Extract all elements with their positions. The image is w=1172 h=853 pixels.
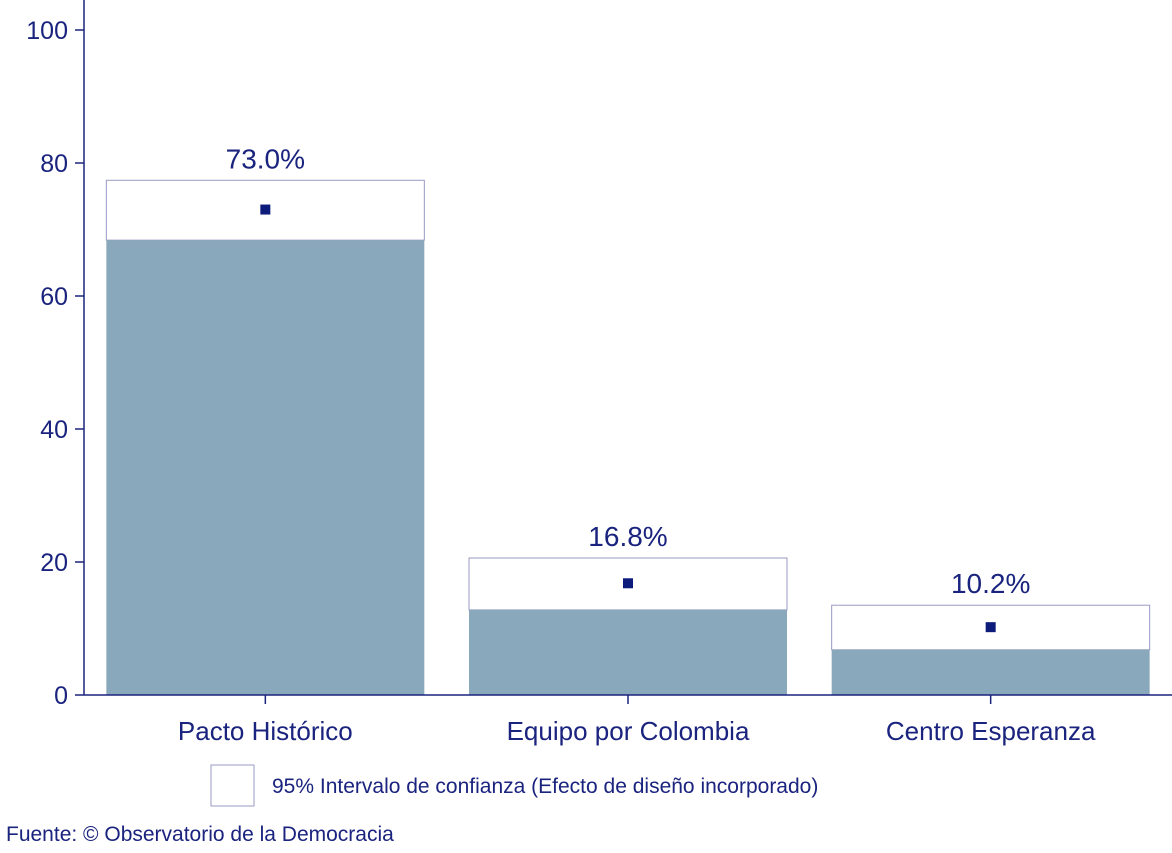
data-label: 10.2% [951, 568, 1030, 599]
bars-layer [105, 179, 1151, 695]
point-marker [985, 622, 996, 633]
labels-layer: 73.0% Pacto Histórico 16.8% Equipo por Colo… [26, 17, 1096, 746]
x-tick-label: Pacto Histórico [178, 716, 353, 746]
axes-layer [75, 0, 1172, 704]
data-label: 73.0% [226, 143, 305, 174]
point-marker [623, 578, 633, 589]
y-tick-label: 20 [40, 549, 68, 577]
y-tick-label: 40 [40, 416, 68, 444]
bar [106, 240, 425, 695]
legend-swatch [210, 764, 255, 807]
x-tick-label: Centro Esperanza [886, 716, 1096, 746]
legend-label: 95% Intervalo de confianza (Efecto de di… [272, 775, 818, 798]
point-marker [260, 204, 271, 215]
y-tick-label: 0 [54, 682, 68, 710]
y-tick-label: 100 [26, 17, 68, 45]
source-note: Fuente: © Observatorio de la Democracia [6, 823, 394, 846]
data-label: 16.8% [588, 521, 667, 552]
bar [831, 649, 1150, 695]
x-tick-label: Equipo por Colombia [507, 716, 750, 746]
legend: 95% Intervalo de confianza (Efecto de di… [210, 764, 818, 807]
bar [469, 609, 787, 695]
y-tick-label: 60 [40, 283, 68, 311]
y-tick-label: 80 [40, 150, 68, 178]
